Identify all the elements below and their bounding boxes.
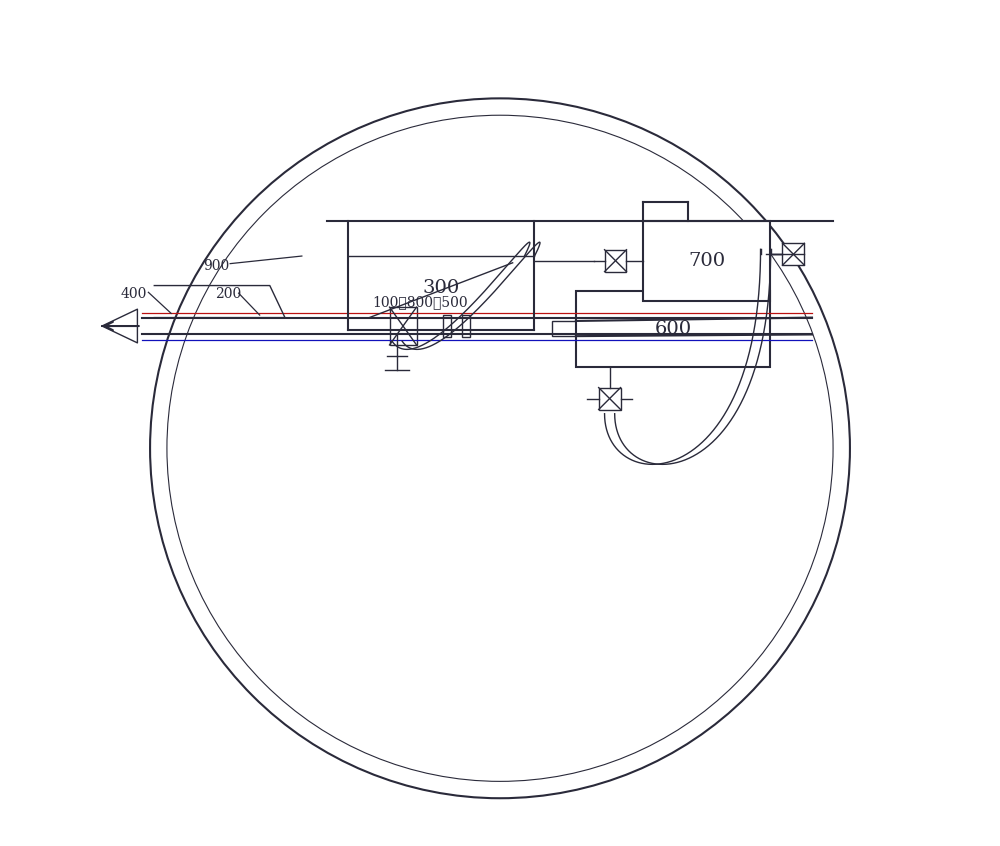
Bar	[576, 291, 770, 366]
Polygon shape	[102, 309, 137, 343]
Text: 200: 200	[215, 287, 241, 301]
Bar	[599, 387, 621, 409]
Bar	[552, 321, 576, 336]
Bar	[643, 221, 770, 300]
Text: 900: 900	[203, 259, 229, 272]
Bar	[605, 250, 626, 272]
Bar	[443, 316, 451, 337]
Text: 600: 600	[654, 320, 691, 338]
Bar	[782, 244, 804, 266]
Text: 700: 700	[688, 251, 725, 270]
Text: 100、800、500: 100、800、500	[372, 295, 467, 310]
Text: 300: 300	[422, 279, 460, 297]
Text: 400: 400	[121, 287, 147, 301]
Bar	[390, 307, 417, 345]
Bar	[462, 316, 470, 337]
